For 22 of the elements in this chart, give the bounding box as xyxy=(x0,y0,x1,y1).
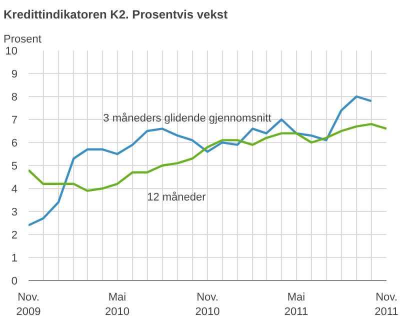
y-tick-label: 0 xyxy=(11,276,18,288)
series-label: 12 måneder xyxy=(147,192,206,204)
y-tick-label: 9 xyxy=(11,68,18,80)
y-axis-title: Prosent xyxy=(4,34,42,46)
y-tick-label: 3 xyxy=(11,206,18,218)
y-tick-label: 4 xyxy=(11,184,18,196)
x-tick-label: Nov. 2010 xyxy=(195,292,220,318)
x-tick-label: Nov. 2009 xyxy=(16,292,41,318)
y-tick-label: 10 xyxy=(5,46,18,58)
y-tick-label: 6 xyxy=(11,138,18,150)
line-series xyxy=(28,123,386,192)
y-tick-label: 7 xyxy=(11,114,18,126)
y-tick-label: 5 xyxy=(11,160,18,172)
y-tick-label: 2 xyxy=(11,230,18,242)
chart-title: Kredittindikatoren K2. Prosentvis vekst xyxy=(4,8,228,22)
y-tick-label: 1 xyxy=(11,252,18,264)
y-tick-label: 8 xyxy=(11,92,18,104)
line-series xyxy=(28,95,372,226)
x-tick-label: Nov. 2011 xyxy=(374,292,398,318)
series-label: 3 måneders glidende gjennomsnitt xyxy=(103,112,272,124)
x-tick-label: Mai 2011 xyxy=(284,292,308,318)
x-tick-label: Mai 2010 xyxy=(105,292,130,318)
